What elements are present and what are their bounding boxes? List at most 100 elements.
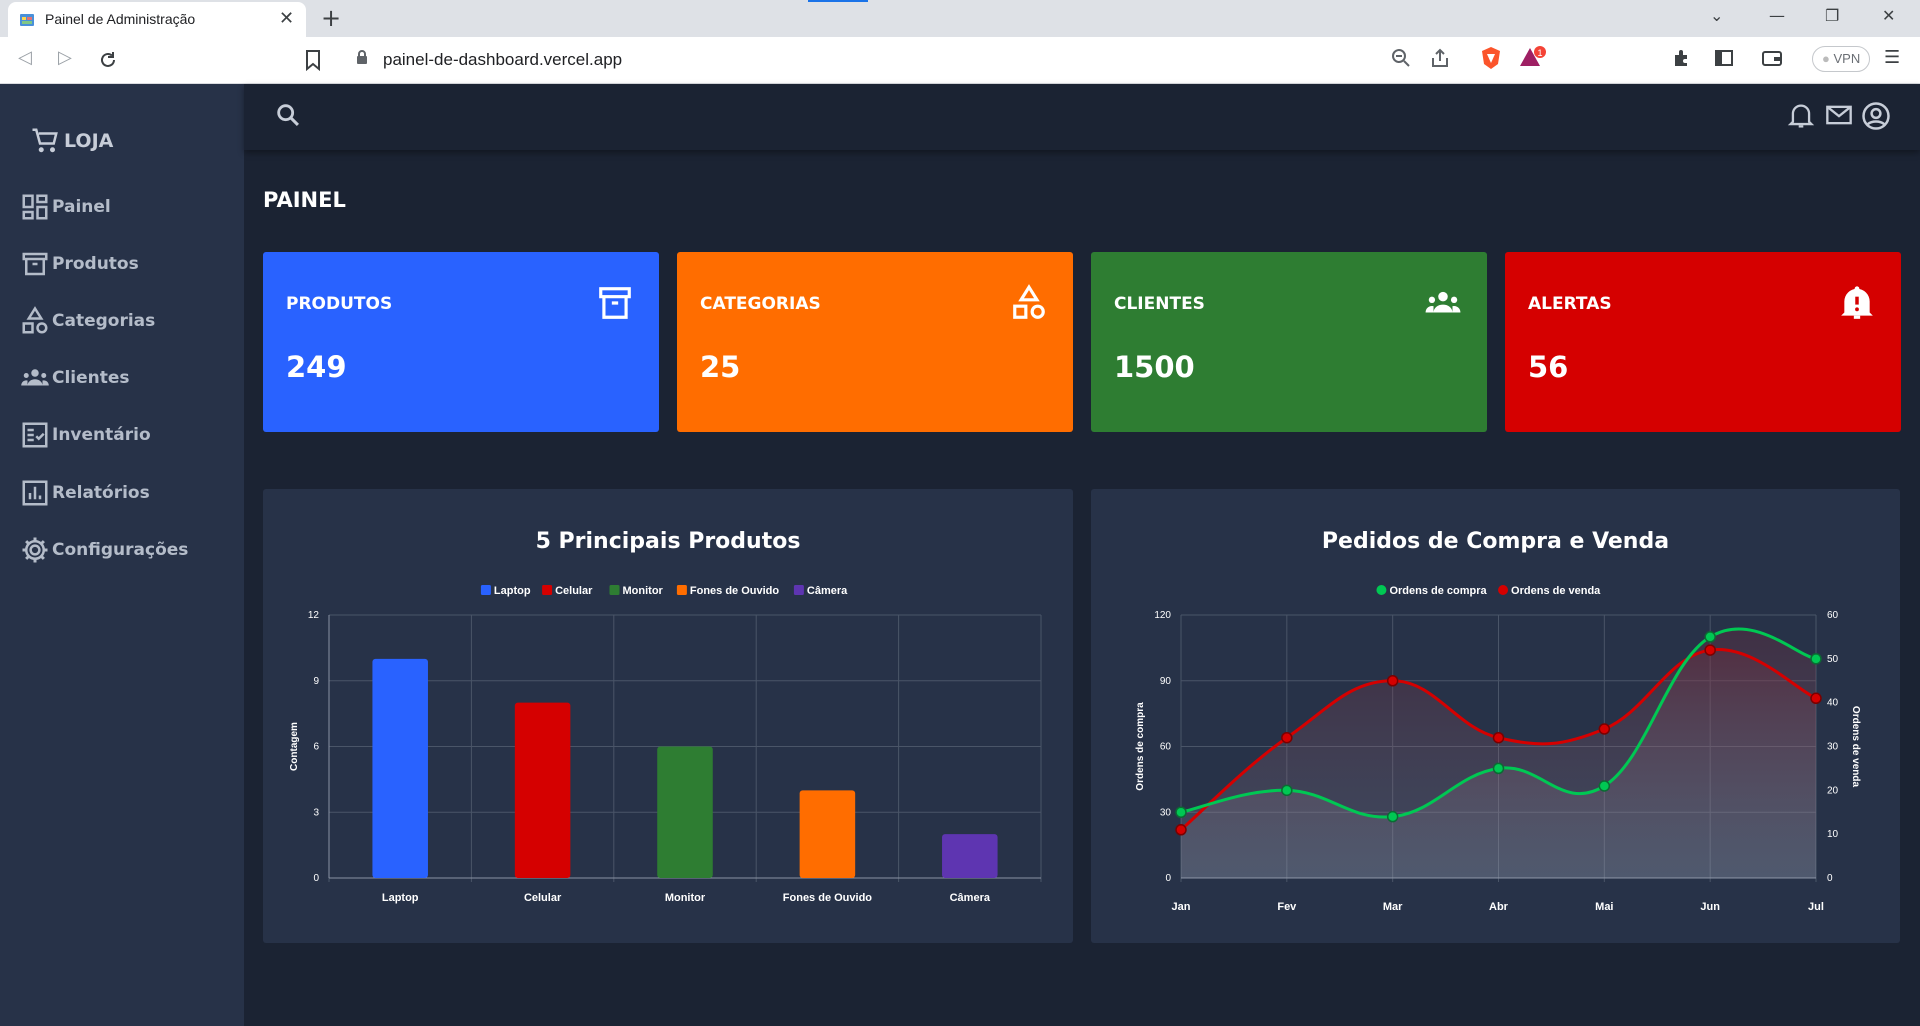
y-tick-label: 12 — [308, 610, 320, 621]
y-tick-label-left: 90 — [1160, 676, 1172, 687]
card-value: 25 — [700, 350, 741, 384]
zoom-icon[interactable] — [1391, 48, 1411, 68]
brave-shield-icon[interactable] — [1480, 46, 1502, 70]
legend-label: Fones de Ouvido — [690, 585, 780, 597]
y-tick-label-right: 10 — [1827, 829, 1839, 840]
data-point — [1598, 723, 1611, 735]
y-tick-label: 0 — [313, 873, 319, 884]
account-icon[interactable] — [1861, 101, 1891, 131]
legend-swatch — [1376, 585, 1387, 595]
restore-icon[interactable]: ❐ — [1825, 6, 1840, 25]
y-tick-label-left: 0 — [1165, 873, 1171, 884]
sidebar-item-painel[interactable]: Painel — [20, 192, 111, 222]
sidebar-toggle-icon[interactable] — [1714, 48, 1734, 68]
minimize-icon[interactable]: — — [1769, 6, 1785, 25]
share-icon[interactable] — [1430, 48, 1450, 68]
archive-icon — [22, 252, 48, 276]
sidebar-item-relatorios[interactable]: Relatórios — [20, 478, 150, 508]
chart-title: 5 Principais Produtos — [535, 529, 801, 554]
bar — [799, 790, 856, 878]
bar — [942, 834, 998, 878]
card-clientes[interactable]: CLIENTES 1500 — [1091, 252, 1487, 432]
tab-title: Painel de Administração — [45, 11, 196, 27]
shapes-icon — [22, 306, 48, 334]
sidebar-item-produtos[interactable]: Produtos — [20, 249, 139, 279]
address-bar[interactable] — [344, 43, 1554, 77]
x-tick-label: Jun — [1700, 901, 1720, 913]
notification-bell-icon[interactable] — [1787, 101, 1815, 131]
checklist-icon — [22, 422, 48, 448]
data-point — [1492, 762, 1505, 775]
back-icon[interactable]: ◁ — [18, 47, 32, 68]
search-icon[interactable] — [274, 101, 302, 129]
y-tick-label-right: 50 — [1827, 654, 1839, 665]
browser-tab[interactable]: Painel de Administração ✕ — [8, 2, 306, 37]
dashboard-icon — [22, 194, 48, 220]
data-point — [1492, 731, 1505, 744]
page-title: PAINEL — [263, 188, 346, 212]
brand-logo[interactable]: LOJA — [30, 126, 113, 156]
forward-icon[interactable]: ▷ — [58, 47, 72, 68]
card-label: CATEGORIAS — [700, 294, 821, 314]
sidebar-item-clientes[interactable]: Clientes — [20, 363, 130, 393]
data-point — [1810, 692, 1822, 705]
legend-swatch — [480, 585, 491, 595]
extensions-icon[interactable] — [1672, 48, 1692, 68]
y-tick-label-right: 40 — [1827, 698, 1839, 709]
browser-tab-strip: Painel de Administração ✕ + ⌄ — ❐ ✕ — [0, 0, 1920, 37]
legend-label: Ordens de venda — [1511, 585, 1601, 597]
sidebar-item-label: Produtos — [52, 254, 139, 274]
brand-name: LOJA — [64, 130, 114, 152]
new-tab-icon[interactable]: + — [321, 4, 342, 32]
sidebar-item-categorias[interactable]: Categorias — [20, 306, 155, 336]
card-label: PRODUTOS — [286, 294, 393, 314]
bar-chart: Laptop Celular Monitor Fones de Ouvido Câmer… — [289, 585, 1042, 904]
y-tick-label-right: 60 — [1827, 610, 1839, 621]
chart-legend: Laptop Celular Monitor Fones de Ouvido Câmer… — [480, 585, 848, 597]
reload-icon[interactable] — [98, 50, 118, 70]
tab-close-icon[interactable]: ✕ — [279, 8, 295, 29]
x-tick-label: Câmera — [950, 892, 991, 904]
vpn-status-dot: ● — [1822, 51, 1830, 66]
data-point — [1704, 644, 1716, 656]
legend-label: Câmera — [807, 585, 848, 597]
sidebar-item-label: Categorias — [52, 311, 156, 331]
archive-icon — [599, 287, 631, 319]
tab-search-icon[interactable]: ⌄ — [1710, 6, 1724, 25]
x-tick-label: Laptop — [382, 892, 419, 904]
top-products-panel: 5 Principais Produtos Laptop Celular Monit… — [263, 489, 1073, 943]
card-categorias[interactable]: CATEGORIAS 25 — [677, 252, 1073, 432]
legend-swatch — [542, 585, 553, 595]
people-icon — [1425, 291, 1461, 313]
sidebar-item-inventario[interactable]: Inventário — [20, 420, 151, 450]
people-icon — [21, 369, 49, 386]
card-alertas[interactable]: ALERTAS 56 — [1505, 252, 1901, 432]
orders-panel: Pedidos de Compra e Venda Ordens de comp… — [1091, 489, 1900, 943]
rewards-count: 1 — [1537, 48, 1542, 58]
card-produtos[interactable]: PRODUTOS 249 — [263, 252, 659, 432]
x-tick-label: Fones de Ouvido — [783, 892, 873, 904]
y-tick-label-right: 0 — [1827, 873, 1833, 884]
wallet-icon[interactable] — [1761, 48, 1783, 68]
legend-swatch — [1498, 585, 1509, 595]
menu-icon[interactable]: ☰ — [1884, 47, 1901, 68]
brave-rewards-icon[interactable]: 1 — [1519, 45, 1547, 71]
data-point — [1386, 810, 1399, 823]
vpn-button[interactable]: ● VPN — [1812, 46, 1870, 72]
bookmark-icon[interactable] — [304, 49, 322, 71]
data-point — [1175, 806, 1187, 818]
y-axis-label-left: Ordens de compra — [1135, 702, 1146, 791]
y-axis-label-right: Ordens de venda — [1850, 706, 1861, 788]
card-value: 56 — [1528, 350, 1569, 384]
mail-icon[interactable] — [1824, 101, 1854, 129]
lock-icon[interactable] — [356, 49, 368, 65]
gear-icon — [22, 537, 48, 563]
url-text[interactable]: painel-de-dashboard.vercel.app — [383, 50, 623, 69]
sidebar-item-label: Configurações — [52, 540, 189, 560]
sidebar: LOJA Painel Produtos Categor — [0, 84, 244, 1026]
close-window-icon[interactable]: ✕ — [1882, 6, 1896, 25]
y-tick-label-right: 30 — [1827, 742, 1839, 753]
sidebar-item-label: Relatórios — [52, 483, 150, 503]
bar — [514, 702, 571, 878]
sidebar-item-configuracoes[interactable]: Configurações — [20, 535, 188, 565]
